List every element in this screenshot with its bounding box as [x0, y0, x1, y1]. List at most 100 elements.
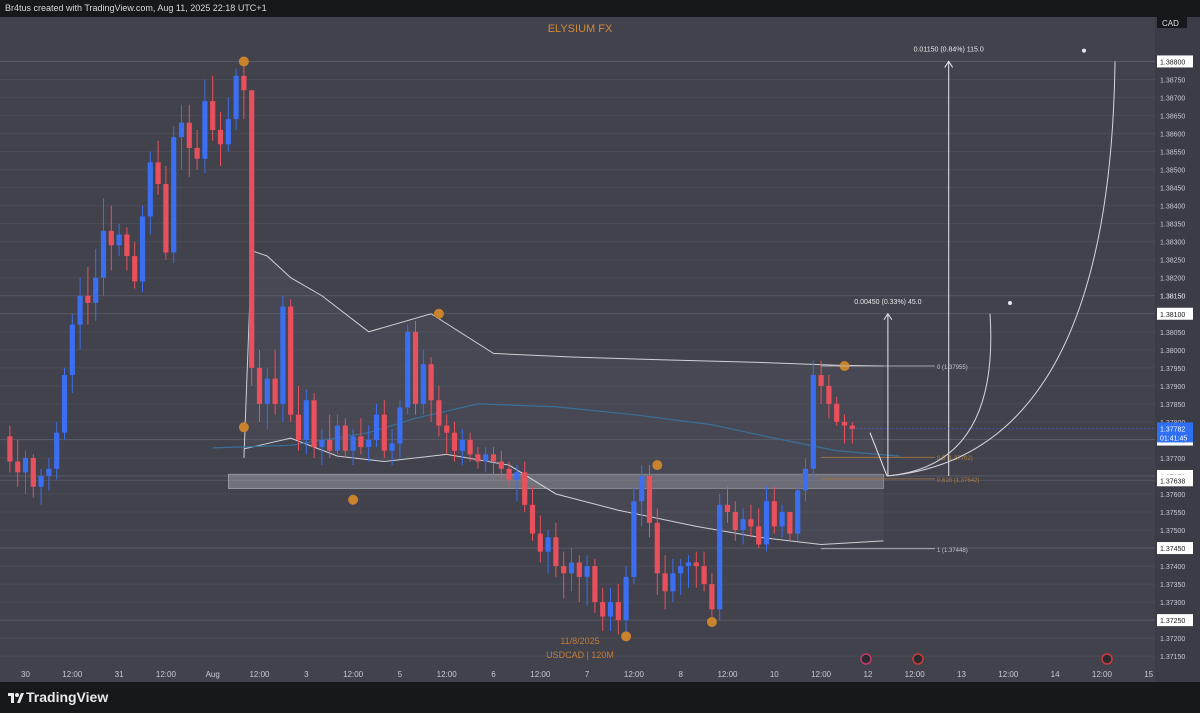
- swing-marker: [652, 460, 663, 471]
- candle-body: [366, 439, 372, 448]
- curve-path-short: [886, 313, 992, 477]
- price-label-text: 1.38150: [1160, 294, 1185, 301]
- candle-body: [412, 331, 419, 404]
- candle-body: [607, 602, 614, 617]
- candle-body: [475, 454, 481, 462]
- candle-body: [506, 468, 512, 480]
- watermark-symbol: USDCAD | 120M: [546, 650, 614, 660]
- candle-body: [654, 522, 660, 574]
- x-tick-label: 12:00: [905, 670, 926, 679]
- brand-name[interactable]: TradingView: [26, 689, 109, 705]
- candle-body: [22, 457, 29, 473]
- header-bar: Br4tus created with TradingView.com, Aug…: [0, 0, 1200, 17]
- x-tick-label: Aug: [206, 670, 220, 679]
- candle-body: [280, 306, 286, 404]
- candle-body: [514, 472, 520, 480]
- y-tick-label: 1.37150: [1160, 654, 1185, 661]
- candle-body: [802, 468, 809, 491]
- candle-body: [568, 562, 575, 574]
- y-tick-label: 1.38650: [1160, 114, 1185, 121]
- creator-caption: Br4tus created with TradingView.com, Aug…: [5, 3, 267, 13]
- swing-marker: [706, 616, 717, 627]
- swing-marker: [433, 308, 444, 319]
- candle-body: [139, 216, 146, 282]
- price-chart[interactable]: 0 (1.37955)0.5 (1.37702)0.618 (1.37642)1…: [0, 17, 1200, 682]
- x-tick-label: 31: [115, 670, 124, 679]
- event-icon: [860, 653, 872, 665]
- candle-body: [163, 183, 169, 253]
- tradingview-logo-icon[interactable]: [8, 691, 24, 705]
- y-tick-label: 1.37950: [1160, 366, 1185, 373]
- x-tick-label: 6: [491, 670, 496, 679]
- candle-body: [7, 436, 13, 462]
- x-tick-label: 8: [678, 670, 683, 679]
- endpoint-dot: [1082, 48, 1086, 53]
- projection-arrowhead: [883, 312, 893, 321]
- countdown-text: 01:41:45: [1160, 435, 1187, 442]
- price-scale[interactable]: [1155, 17, 1200, 682]
- price-label-text: 1.37250: [1160, 618, 1185, 625]
- y-tick-label: 1.38350: [1160, 222, 1185, 229]
- candle-body: [381, 414, 387, 451]
- y-tick-label: 1.38150: [1160, 294, 1185, 301]
- candle-body: [537, 533, 543, 552]
- projection-arrowhead: [944, 60, 954, 68]
- price-label-box: [1157, 307, 1193, 320]
- candle-body: [631, 501, 637, 577]
- zone-rect: [228, 473, 884, 489]
- candle-body: [350, 436, 356, 451]
- candle-body: [498, 461, 504, 469]
- candle-body: [30, 457, 36, 487]
- x-tick-label: 12:00: [811, 670, 832, 679]
- candle-body: [662, 573, 668, 592]
- x-tick-label: 10: [770, 670, 779, 679]
- x-tick-label: 12:00: [1092, 670, 1113, 679]
- projection-label: 0.00450 (0.33%) 45.0: [854, 299, 921, 306]
- candle-body: [358, 436, 364, 448]
- x-tick-label: 14: [1051, 670, 1060, 679]
- candle-body: [436, 400, 442, 426]
- candle-body: [592, 566, 598, 603]
- y-tick-label: 1.37200: [1160, 636, 1185, 643]
- candle-body: [108, 230, 114, 246]
- currency-badge[interactable]: [1157, 17, 1187, 28]
- candle-body: [77, 295, 83, 325]
- candle-body: [93, 277, 99, 303]
- candle-body: [529, 504, 536, 534]
- y-tick-label: 1.38500: [1160, 168, 1185, 175]
- candle-body: [264, 378, 270, 404]
- swing-marker: [238, 422, 249, 433]
- event-icon: [912, 653, 924, 665]
- candle-body: [225, 119, 231, 145]
- candle-body: [810, 375, 816, 469]
- candle-body: [171, 137, 177, 253]
- candle-body: [319, 439, 325, 448]
- candle-body: [522, 472, 528, 505]
- candle-body: [779, 512, 785, 527]
- price-label-box: [1157, 542, 1193, 555]
- y-tick-label: 1.38400: [1160, 204, 1185, 211]
- fib-label: 0.618 (1.37642): [937, 478, 979, 484]
- drawings: 0 (1.37955)0.5 (1.37702)0.618 (1.37642)1…: [821, 46, 1116, 554]
- candle-body: [428, 364, 434, 401]
- y-tick-label: 1.38700: [1160, 95, 1185, 102]
- x-tick-label: 12:00: [530, 670, 551, 679]
- candle-body: [701, 566, 707, 585]
- candle-body: [334, 425, 341, 451]
- candle-body: [210, 101, 216, 130]
- candle-body: [178, 122, 185, 138]
- candle-body: [717, 504, 723, 610]
- candle-body: [646, 475, 653, 523]
- candle-body: [763, 501, 770, 545]
- candle-body: [639, 475, 645, 502]
- candle-body: [444, 425, 450, 433]
- candle-body: [38, 475, 44, 487]
- candle-body: [545, 537, 551, 552]
- candle-body: [61, 375, 68, 433]
- x-tick-label: 12: [863, 670, 872, 679]
- candle-body: [600, 602, 606, 617]
- candle-body: [54, 432, 60, 469]
- x-tick-label: 12:00: [156, 670, 177, 679]
- y-tick-label: 1.38250: [1160, 258, 1185, 265]
- swing-marker: [238, 56, 249, 67]
